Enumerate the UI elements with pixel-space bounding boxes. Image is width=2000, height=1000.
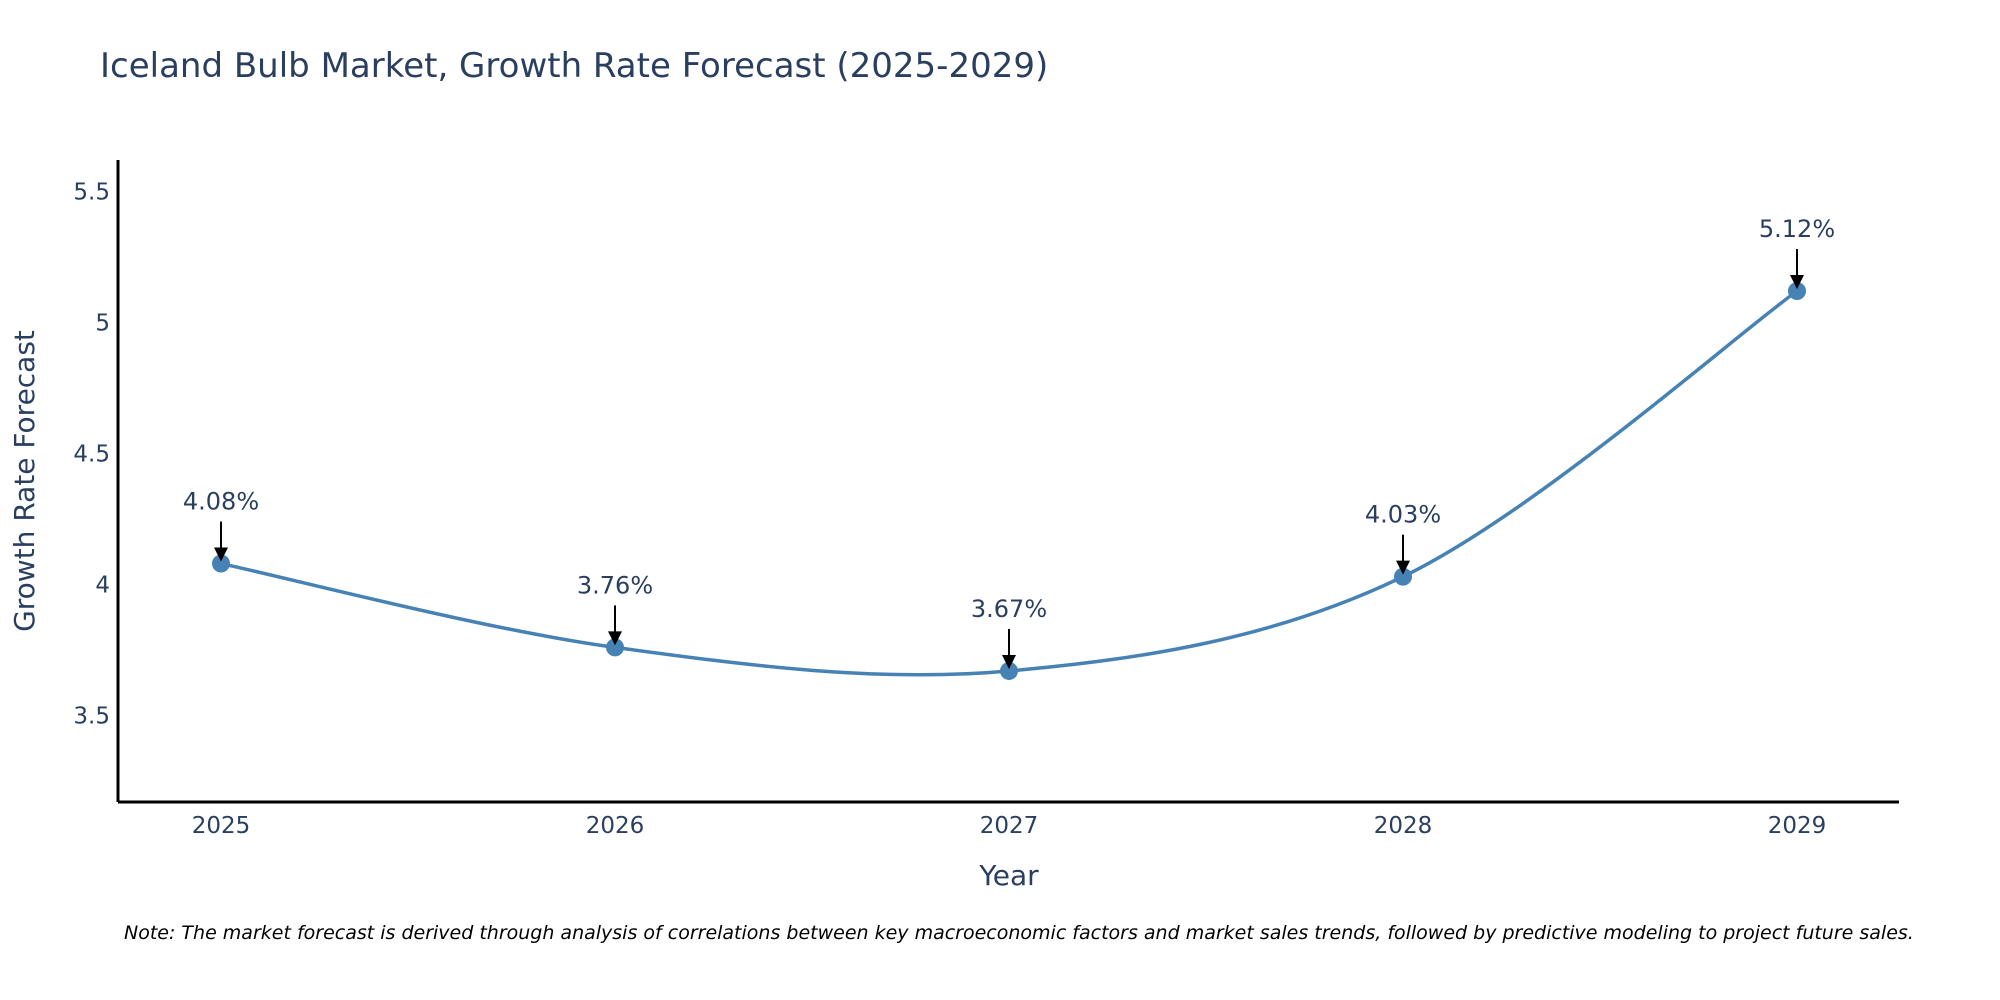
annotation-arrowhead bbox=[214, 547, 228, 562]
series-layer bbox=[212, 282, 1806, 680]
y-axis-title: Growth Rate Forecast bbox=[8, 330, 41, 632]
annotation-arrowhead bbox=[1002, 654, 1016, 669]
annotation-layer: 4.08% 3.76% 3.67% 4.03% 5.12% bbox=[183, 215, 1835, 669]
chart-title: Iceland Bulb Market, Growth Rate Forecas… bbox=[100, 46, 1049, 86]
annotation-arrowhead bbox=[608, 631, 622, 646]
y-tick-label: 5 bbox=[95, 310, 110, 336]
data-point-marker bbox=[606, 638, 624, 657]
data-point-marker bbox=[212, 554, 230, 573]
data-label: 3.76% bbox=[577, 571, 653, 599]
x-tick-labels: 2025 2026 2027 2028 2029 bbox=[192, 813, 1827, 839]
y-tick-label: 5.5 bbox=[73, 179, 110, 205]
data-point-marker bbox=[1394, 567, 1412, 586]
series-line bbox=[220, 289, 1799, 677]
chart-note: Note: The market forecast is derived thr… bbox=[124, 922, 1914, 944]
x-tick-label: 2028 bbox=[1374, 813, 1433, 839]
y-tick-labels: 3.5 4 4.5 5 5.5 bbox=[73, 179, 110, 729]
data-label: 4.08% bbox=[183, 488, 259, 516]
data-point-marker bbox=[1000, 661, 1018, 680]
data-label: 5.12% bbox=[1759, 215, 1835, 243]
x-tick-label: 2027 bbox=[980, 813, 1039, 839]
x-axis-title: Year bbox=[978, 859, 1039, 892]
data-point-marker bbox=[1788, 282, 1806, 301]
axes bbox=[116, 160, 1899, 804]
annotation-arrowhead bbox=[1790, 275, 1804, 290]
y-tick-label: 3.5 bbox=[73, 704, 110, 730]
y-tick-label: 4 bbox=[95, 573, 110, 599]
data-label: 3.67% bbox=[971, 595, 1047, 623]
data-label: 4.03% bbox=[1365, 501, 1441, 529]
y-tick-label: 4.5 bbox=[73, 441, 110, 467]
x-tick-label: 2026 bbox=[586, 813, 645, 839]
x-tick-label: 2025 bbox=[192, 813, 251, 839]
annotation-arrowhead bbox=[1396, 560, 1410, 575]
x-tick-label: 2029 bbox=[1768, 813, 1827, 839]
